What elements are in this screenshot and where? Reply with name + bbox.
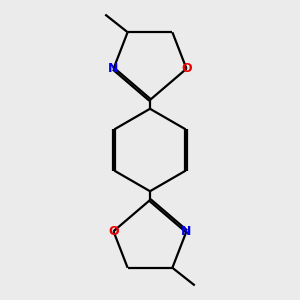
- Text: N: N: [181, 225, 192, 238]
- Text: N: N: [108, 62, 119, 75]
- Text: O: O: [181, 62, 192, 75]
- Text: O: O: [108, 225, 119, 238]
